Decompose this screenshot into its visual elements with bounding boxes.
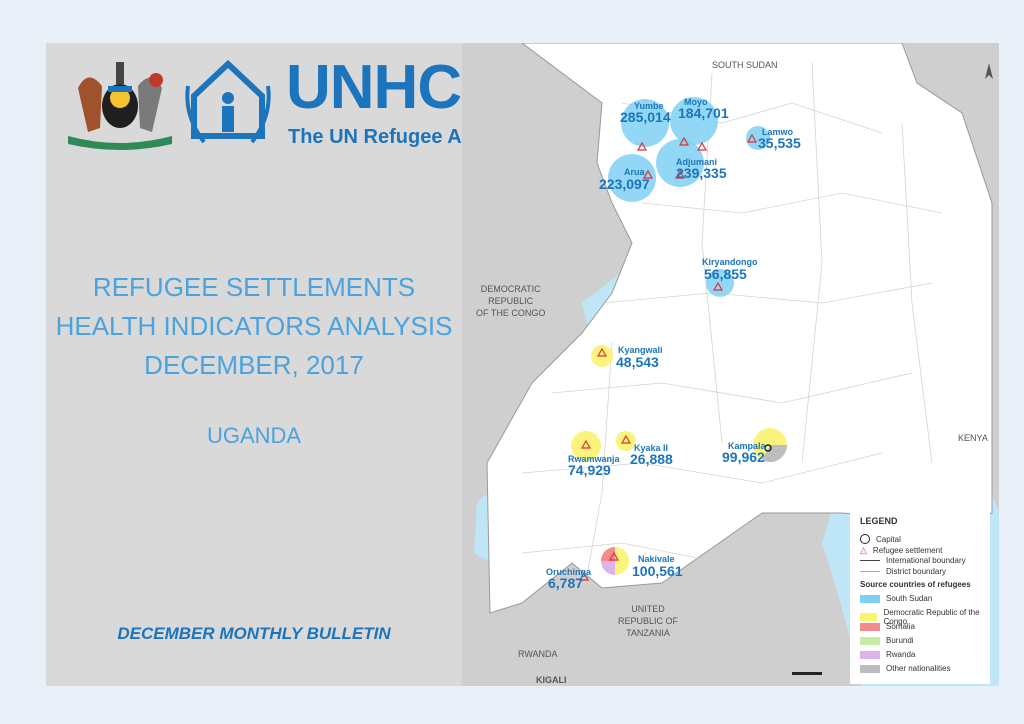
legend-district-boundary: District boundary [860, 567, 946, 576]
bulletin-label: DECEMBER MONTHLY BULLETIN [117, 624, 391, 643]
label-drc-line-2: REPUBLIC [488, 296, 534, 306]
legend-source-row: Somalia [860, 622, 915, 631]
settlement-value: 184,701 [678, 105, 729, 121]
legend-capital-label: Capital [876, 534, 901, 544]
title-line-1: REFUGEE SETTLEMENTS [92, 272, 416, 302]
label-drc-line-1: DEMOCRATIC [480, 284, 541, 294]
cover-panel [46, 43, 462, 686]
legend-swatch [860, 594, 880, 603]
legend-source-label: Other nationalities [886, 664, 951, 673]
legend-settlement: △ Refugee settlement [860, 545, 942, 556]
label-drc-line-3: OF THE CONGO [476, 308, 546, 318]
label-tanzania-line-1: UNITED [631, 604, 665, 614]
legend-source-row: Burundi [860, 636, 914, 645]
settlement-value: 48,543 [616, 354, 659, 370]
uganda-coat-of-arms-icon [68, 62, 172, 150]
settlement-name: Oruchinga [546, 567, 592, 577]
settlement-name: Nakivale [638, 554, 675, 564]
map-legend: LEGEND Capital △ Refugee settlement Inte… [850, 512, 990, 684]
settlement-value: 74,929 [568, 462, 611, 478]
label-south-sudan: SOUTH SUDAN [712, 60, 778, 70]
triangle-icon: △ [860, 545, 867, 555]
settlement-name: Rwamwanja [568, 454, 620, 464]
capital-marker [764, 444, 772, 452]
settlement-name: Kyaka II [634, 443, 669, 453]
legend-capital: Capital [860, 534, 901, 544]
legend-settlement-label: Refugee settlement [872, 546, 943, 555]
legend-source-label: Somalia [886, 622, 915, 631]
settlement-value: 223,097 [599, 176, 650, 192]
settlement-value: 35,535 [758, 135, 801, 151]
settlement-name: Kiryandongo [702, 257, 758, 267]
legend-source-row: Democratic Republic of the Congo [860, 608, 990, 626]
legend-source-label: Burundi [886, 636, 914, 645]
label-tanzania-line-3: TANZANIA [626, 628, 670, 638]
settlement-value: 285,014 [620, 109, 671, 125]
settlement-name: Adjumani [676, 157, 718, 167]
legend-source-label: South Sudan [886, 594, 933, 603]
title-line-2: HEALTH INDICATORS ANALYSIS [55, 311, 453, 341]
settlement-value: 6,787 [548, 575, 584, 591]
unhcr-emblem-icon [185, 59, 271, 144]
settlement-name: Moyo [684, 97, 708, 107]
label-kenya: KENYA [958, 433, 988, 443]
legend-source-label: Democratic Republic of the Congo [883, 608, 980, 626]
north-arrow-icon [985, 63, 993, 79]
legend-source-row: South Sudan [860, 594, 932, 603]
legend-source-row: Rwanda [860, 650, 915, 659]
legend-swatch [860, 650, 880, 659]
legend-district-boundary-label: District boundary [886, 567, 947, 576]
settlement-value: 56,855 [704, 266, 747, 282]
settlement-name: Kampala [728, 441, 766, 451]
label-kigali: KIGALI [536, 675, 567, 685]
settlement-name: Lamwo [762, 127, 794, 137]
settlement-value: 239,335 [676, 165, 727, 181]
legend-source-title: Source countries of refugees [860, 580, 971, 589]
settlement-name: Kyangwali [618, 345, 663, 355]
legend-swatch [860, 613, 878, 621]
title-line-3: DECEMBER, 2017 [144, 350, 364, 380]
capital-icon [860, 534, 870, 544]
district-line-icon [860, 571, 880, 572]
label-drc: DEMOCRATIC REPUBLIC OF THE CONGO [476, 283, 545, 319]
settlement-value: 100,561 [632, 563, 683, 579]
legend-swatch [860, 622, 880, 631]
legend-swatch [860, 636, 880, 645]
settlement-name: Yumbe [634, 101, 664, 111]
country-name: UGANDA [206, 423, 302, 448]
settlement-value: 26,888 [630, 451, 673, 467]
label-tanzania: UNITED REPUBLIC OF TANZANIA [618, 603, 678, 639]
legend-source-label: Rwanda [886, 650, 916, 659]
legend-intl-boundary: International boundary [860, 556, 966, 565]
legend-swatch [860, 664, 880, 673]
legend-source-row: Other nationalities [860, 664, 950, 673]
legend-title: LEGEND [860, 516, 898, 526]
unhcr-tagline: The UN Refugee Agency [288, 126, 520, 148]
legend-intl-boundary-label: International boundary [886, 556, 966, 565]
label-tanzania-line-2: REPUBLIC OF [618, 616, 679, 626]
label-rwanda: RWANDA [518, 649, 558, 659]
settlement-name: Arua [624, 167, 645, 177]
settlement-value: 99,962 [722, 449, 765, 465]
boundary-line-icon [860, 560, 880, 561]
